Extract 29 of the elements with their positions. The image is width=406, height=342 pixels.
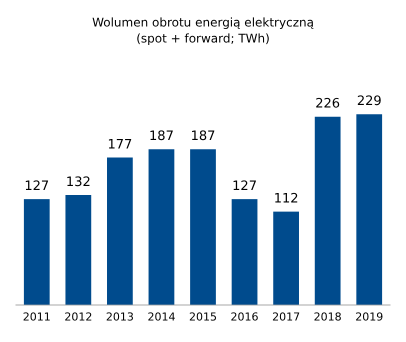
x-tick-label: 2018 [314, 310, 342, 324]
bar [273, 212, 299, 305]
bar [356, 114, 382, 305]
bar [232, 199, 258, 305]
x-tick-label: 2019 [355, 310, 384, 324]
data-label: 112 [274, 191, 299, 206]
chart-subtitle: (spot + forward; TWh) [136, 32, 270, 46]
data-label: 132 [66, 174, 91, 190]
x-tick-label: 2016 [230, 310, 259, 324]
x-tick-label: 2012 [64, 310, 92, 324]
x-tick-label: 2011 [22, 310, 51, 324]
bar [314, 116, 341, 305]
bar [24, 199, 50, 305]
x-tick-label: 2013 [106, 310, 134, 324]
data-label: 127 [232, 179, 257, 194]
bar [107, 158, 133, 305]
x-tick-label: 2014 [147, 310, 176, 324]
bar [148, 149, 174, 305]
data-label: 229 [356, 94, 382, 110]
data-label: 226 [315, 96, 340, 112]
data-label: 177 [107, 137, 132, 152]
x-tick-label: 2015 [189, 310, 217, 324]
chart-title: Wolumen obrotu energią elektryczną [92, 15, 314, 30]
data-label: 187 [190, 129, 216, 144]
bar [190, 149, 216, 305]
x-tick-label: 2017 [272, 310, 300, 324]
data-label: 187 [149, 129, 174, 144]
bar [65, 194, 92, 305]
data-label: 127 [24, 179, 50, 194]
